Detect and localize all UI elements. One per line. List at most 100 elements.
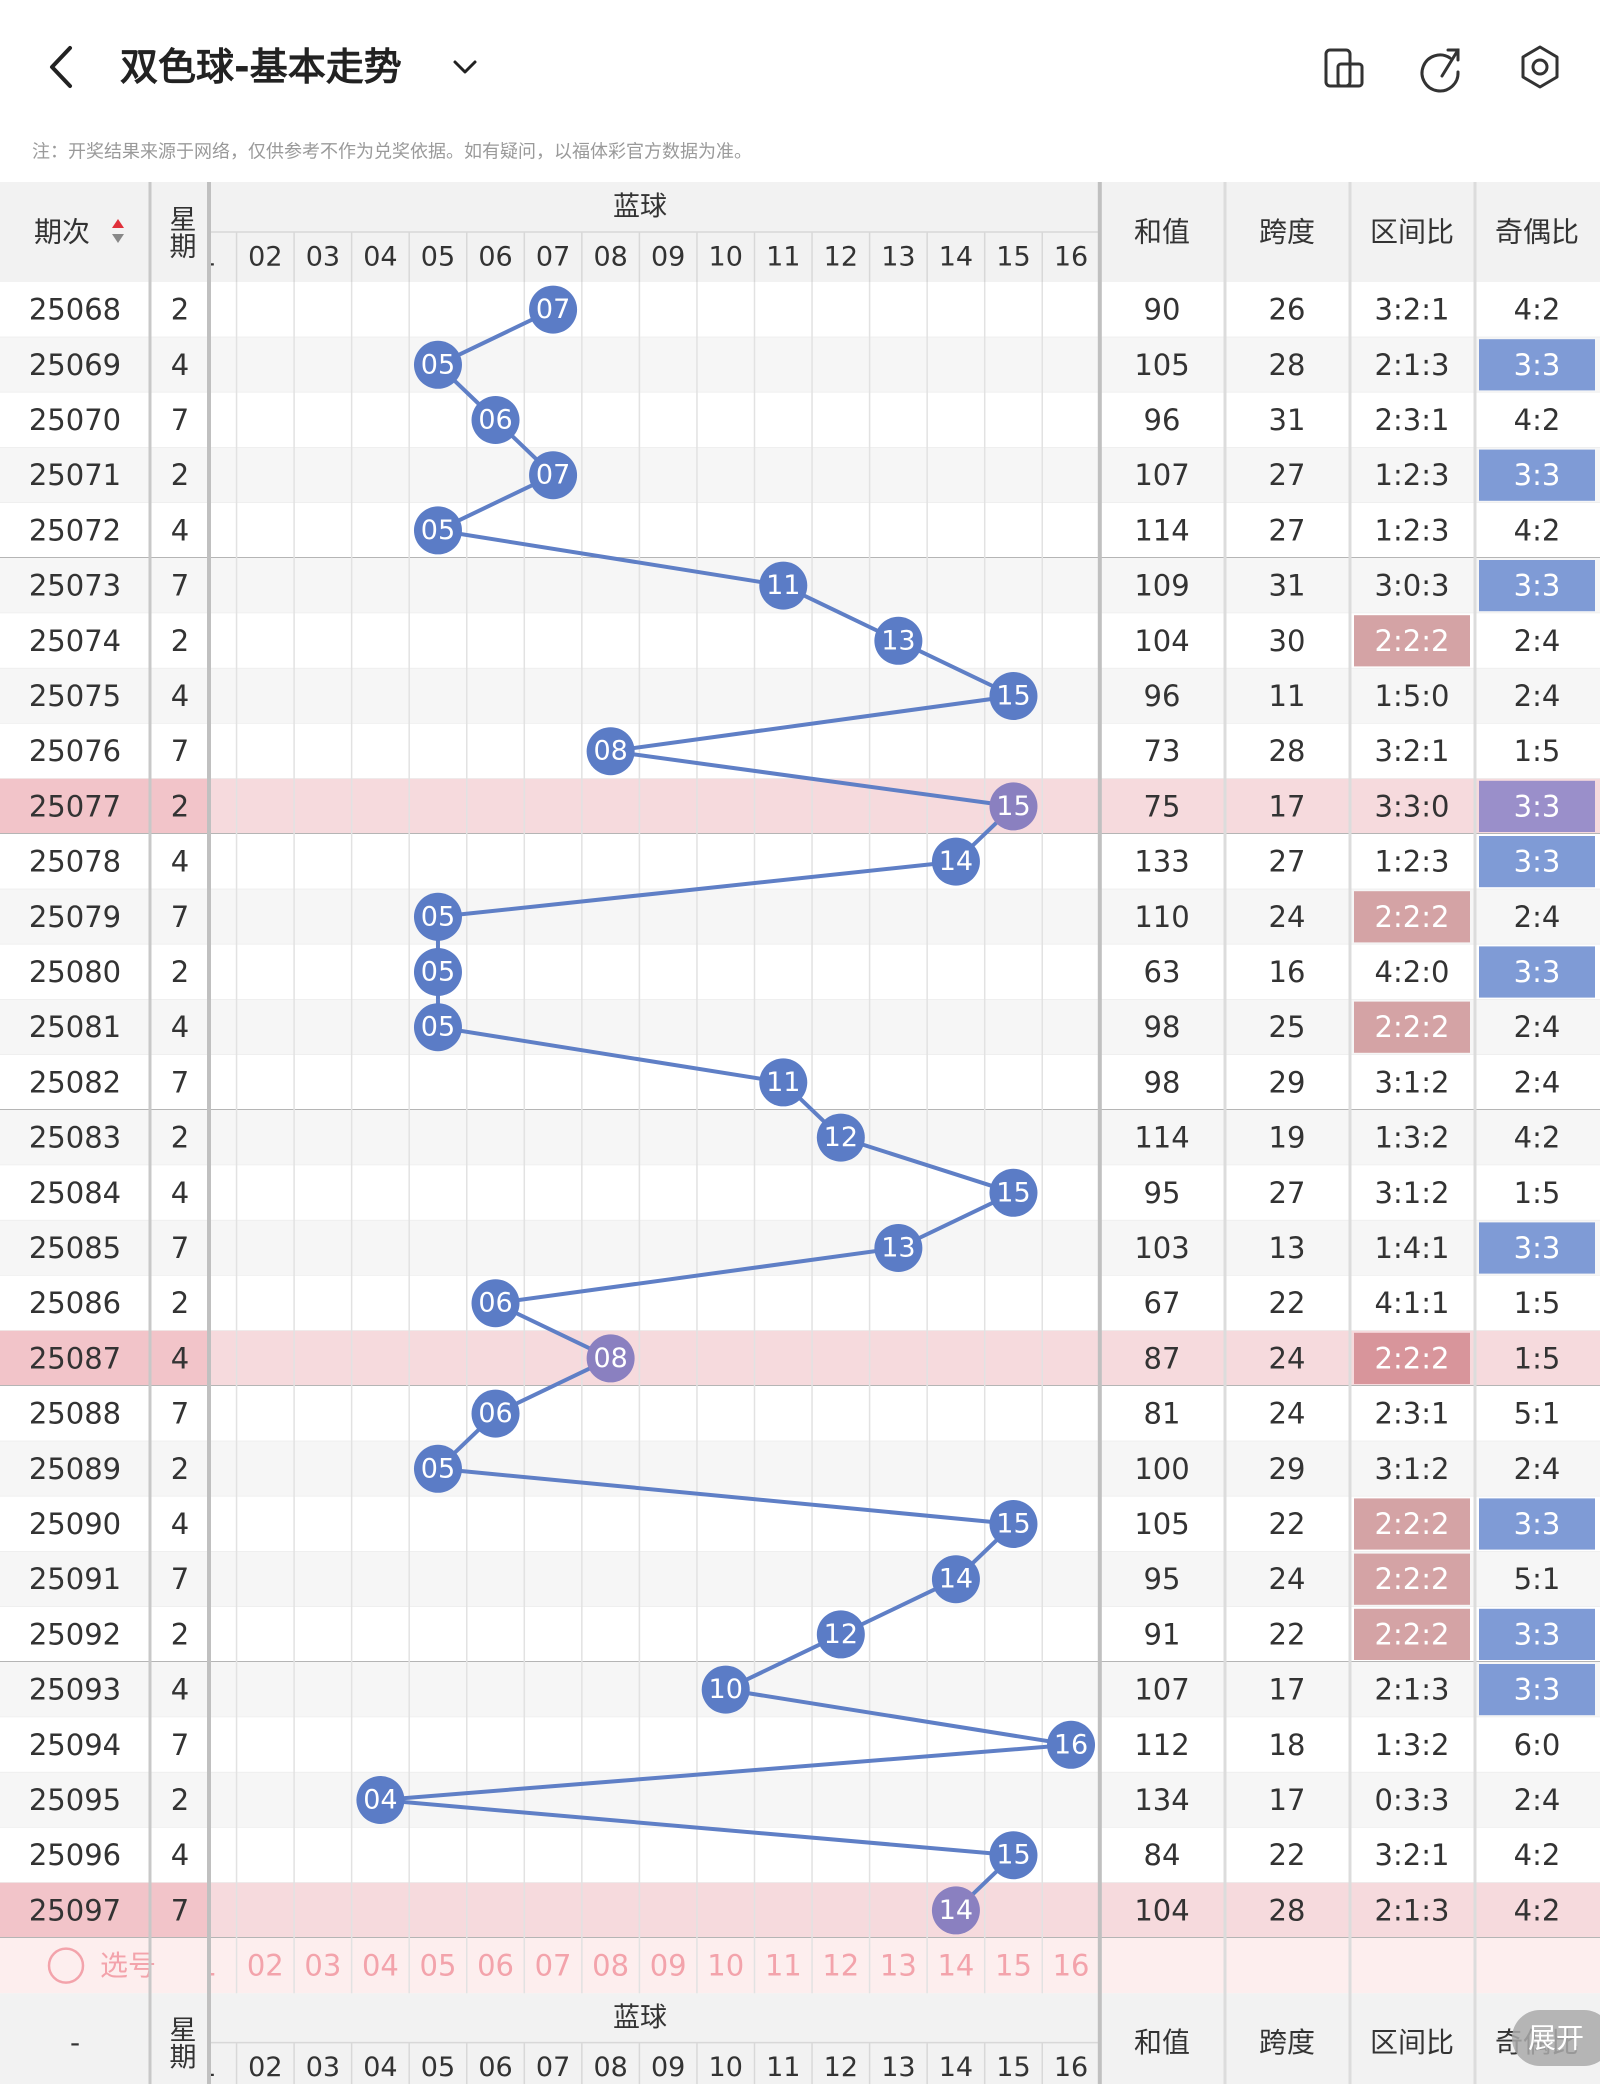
row-bg	[0, 1386, 1600, 1442]
zone-ratio: 2:3:1	[1375, 1397, 1450, 1431]
span: 29	[1269, 1065, 1306, 1099]
zone-ratio: 2:1:3	[1375, 1893, 1450, 1927]
back-button[interactable]	[50, 46, 72, 88]
select-number[interactable]: 16	[1053, 1949, 1090, 1983]
select-number[interactable]: 06	[477, 1949, 514, 1983]
sum: 114	[1134, 1121, 1189, 1155]
select-number[interactable]: 12	[822, 1949, 859, 1983]
span: 13	[1269, 1231, 1306, 1265]
row-issue-bg	[0, 1882, 209, 1938]
select-number[interactable]: 05	[420, 1949, 457, 1983]
blue-ball	[701, 1665, 750, 1714]
number-header: 12	[824, 2052, 858, 2083]
blue-ball-number: 10	[709, 1674, 743, 1705]
parity-ratio: 5:1	[1514, 1397, 1561, 1431]
issue: 25093	[29, 1673, 121, 1707]
issue: 25097	[29, 1893, 121, 1927]
sum: 114	[1134, 513, 1189, 547]
blue-ball	[931, 1555, 980, 1604]
select-number[interactable]: 13	[880, 1949, 917, 1983]
zone-ratio: 1:2:3	[1375, 458, 1450, 492]
span: 17	[1269, 1783, 1306, 1817]
sum: 95	[1144, 1176, 1181, 1210]
weekday: 4	[171, 1838, 189, 1872]
select-label[interactable]: 选号	[100, 1949, 156, 1982]
number-header: 05	[421, 2052, 455, 2083]
number-header: 11	[766, 2052, 800, 2083]
select-number[interactable]: 07	[535, 1949, 572, 1983]
dropdown-icon[interactable]	[453, 60, 477, 74]
expand-label[interactable]: 展开	[1528, 2022, 1584, 2055]
blue-ball	[989, 1500, 1038, 1548]
select-number[interactable]: 08	[592, 1949, 629, 1983]
select-number[interactable]: 09	[650, 1949, 687, 1983]
parity-ratio: 3:3	[1514, 1231, 1561, 1265]
parity-ratio: 2:4	[1514, 900, 1561, 934]
span: 27	[1269, 845, 1306, 879]
parity-ratio: 2:4	[1514, 1452, 1561, 1486]
parity-ratio: 3:3	[1514, 569, 1561, 603]
select-number[interactable]: 15	[995, 1949, 1032, 1983]
sum: 104	[1134, 624, 1189, 658]
blue-ball-number: 05	[421, 515, 455, 546]
row-bg	[0, 1275, 1600, 1331]
parity-ratio-mark	[1479, 780, 1595, 832]
weekday: 2	[171, 293, 189, 327]
blue-ball	[989, 782, 1038, 831]
share-icon[interactable]	[1420, 48, 1460, 93]
sum: 84	[1144, 1838, 1181, 1872]
span: 29	[1269, 1452, 1306, 1486]
weekday: 7	[171, 1397, 189, 1431]
sort-icon[interactable]	[112, 234, 124, 243]
expand-button[interactable]	[1512, 2010, 1600, 2066]
issue: 25088	[29, 1397, 121, 1431]
select-number[interactable]: 03	[304, 1949, 341, 1983]
blue-ball-number: 07	[536, 460, 570, 491]
sum: 104	[1134, 1893, 1189, 1927]
select-number[interactable]: 04	[362, 1949, 399, 1983]
row-bg	[0, 502, 1600, 558]
zone-ratio: 3:1:2	[1375, 1176, 1450, 1210]
zone-ratio: 2:2:2	[1375, 1341, 1450, 1375]
select-number[interactable]: 14	[937, 1949, 974, 1983]
span: 22	[1269, 1507, 1306, 1541]
number-header: 07	[536, 242, 570, 273]
weekday-header: 星期	[165, 205, 196, 259]
zone-ratio-mark	[1354, 1608, 1470, 1660]
blue-header: 蓝球	[613, 192, 667, 223]
issue: 25095	[29, 1783, 121, 1817]
number-header: 03	[306, 2052, 340, 2083]
parity-ratio: 1:5	[1514, 1176, 1561, 1210]
parity-ratio-mark	[1479, 560, 1595, 612]
number-header: 10	[709, 2052, 743, 2083]
sort-icon[interactable]	[112, 219, 124, 228]
number-header: 02	[248, 242, 282, 273]
weekday: 7	[171, 1231, 189, 1265]
blue-header: 蓝球	[613, 2002, 667, 2033]
select-number[interactable]: 10	[707, 1949, 744, 1983]
number-header: 14	[939, 2052, 973, 2083]
select-number[interactable]: 1	[199, 1949, 217, 1983]
zone-ratio: 3:3:0	[1375, 789, 1450, 823]
issue: 25096	[29, 1838, 121, 1872]
sum: 81	[1144, 1397, 1181, 1431]
select-number[interactable]: 11	[765, 1949, 802, 1983]
number-header: 06	[478, 2052, 512, 2083]
select-checkbox[interactable]	[47, 1947, 85, 1984]
parity-ratio: 1:5	[1514, 1286, 1561, 1320]
parity-ratio: 3:3	[1514, 789, 1561, 823]
row-bg	[0, 668, 1600, 724]
number-header: 13	[881, 2052, 915, 2083]
weekday: 2	[171, 458, 189, 492]
number-header: 16	[1054, 2052, 1088, 2083]
select-number[interactable]: 02	[247, 1949, 284, 1983]
parity-ratio-mark	[1479, 946, 1595, 998]
blue-ball-number: 07	[536, 294, 570, 325]
number-header: 02	[248, 2052, 282, 2083]
span: 28	[1269, 1893, 1306, 1927]
device-icon[interactable]	[1324, 48, 1364, 88]
settings-icon[interactable]	[1521, 45, 1559, 89]
number-header: 1	[199, 2052, 216, 2083]
span: 22	[1269, 1838, 1306, 1872]
row-issue-bg	[0, 1330, 209, 1386]
